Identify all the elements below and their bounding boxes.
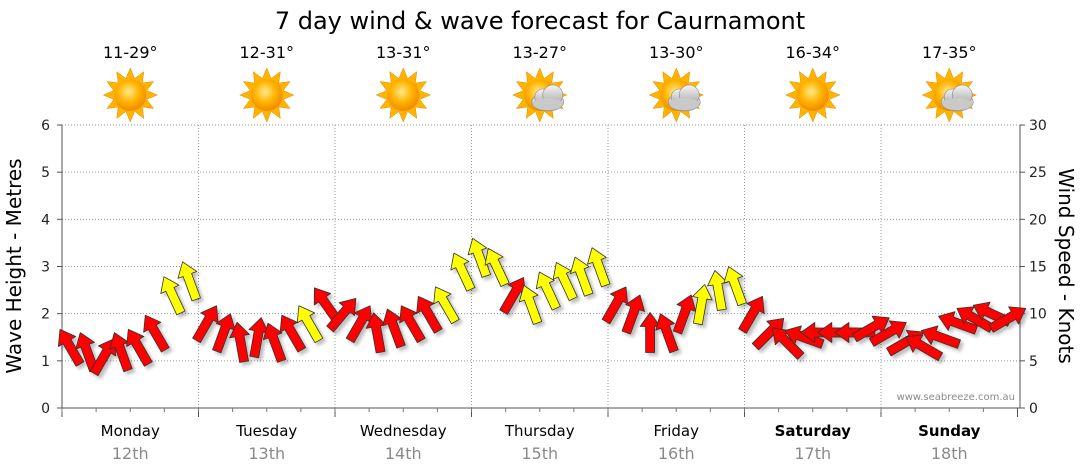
left-tick-label: 3 — [41, 260, 50, 276]
day-name: Wednesday — [360, 422, 447, 440]
day-temperature: 11-29° — [103, 43, 158, 62]
wind-arrow — [365, 312, 387, 354]
right-tick-label: 0 — [1029, 401, 1038, 417]
partly-cloudy-icon — [648, 67, 704, 123]
wind-arrow — [869, 320, 907, 347]
left-tick-label: 1 — [41, 354, 50, 370]
sunny-icon — [785, 67, 841, 123]
wind-arrow — [143, 314, 170, 353]
wind-arrow — [639, 312, 661, 353]
day-temperature: 13-27° — [513, 43, 568, 62]
wind-arrow — [229, 321, 250, 363]
partly-cloudy-icon — [921, 67, 977, 123]
watermark: www.seabreeze.com.au — [897, 392, 1015, 403]
axes: 0 1 2 3 4 5 6 0 5 10 15 20 25 30 — [41, 118, 1047, 417]
wind-arrow — [956, 306, 995, 333]
wind-arrow — [450, 252, 476, 292]
right-tick-label: 15 — [1029, 260, 1047, 276]
wind-arrow — [723, 266, 747, 307]
wind-arrow — [279, 314, 307, 353]
wind-arrow — [296, 305, 324, 344]
right-tick-label: 10 — [1029, 307, 1047, 323]
wind-arrow — [518, 285, 543, 325]
day-labels: Monday 12th Tuesday 13th Wednesday 14th Thursd… — [101, 422, 981, 463]
grid-lines — [62, 124, 1020, 408]
day-date: 13th — [248, 444, 285, 463]
wind-arrow — [126, 328, 153, 367]
wind-arrow — [587, 247, 611, 288]
chart-title: 7 day wind & wave forecast for Caurnamon… — [275, 7, 805, 35]
day-temperature: 12-31° — [240, 43, 295, 62]
right-tick-label: 30 — [1029, 118, 1047, 134]
wind-arrow — [905, 334, 944, 361]
left-tick-label: 4 — [41, 212, 50, 228]
wind-arrow — [160, 276, 186, 316]
wind-arrow — [707, 270, 728, 311]
day-name: Saturday — [775, 422, 852, 440]
wind-arrow — [177, 261, 201, 302]
wind-arrow — [601, 286, 629, 325]
wind-arrow — [552, 262, 578, 302]
right-tick-label: 5 — [1029, 354, 1038, 370]
wind-arrow — [621, 294, 645, 335]
day-name: Tuesday — [235, 422, 297, 440]
wind-arrow — [535, 271, 561, 311]
left-tick-label: 6 — [41, 118, 50, 134]
wind-arrow — [784, 325, 825, 349]
day-name: Sunday — [918, 422, 981, 440]
day-temperature: 13-30° — [649, 43, 704, 62]
plot-area — [62, 125, 1020, 408]
day-date: 18th — [931, 444, 968, 463]
wind-arrow — [938, 311, 979, 335]
wind-arrow — [192, 305, 219, 344]
day-date: 16th — [658, 444, 695, 463]
wind-arrow — [248, 317, 269, 359]
wind-arrow — [399, 305, 426, 344]
sunny-icon — [102, 67, 158, 123]
wind-arrow — [345, 305, 373, 344]
weather-forecast-row: 11-29° 12-31° 13-31° 13-27° 13-30° 16-34° 17-3… — [102, 43, 977, 123]
day-name: Monday — [101, 422, 160, 440]
wind-arrow — [851, 315, 890, 343]
wind-arrow — [921, 325, 961, 349]
day-date: 12th — [112, 444, 149, 463]
wind-arrow — [738, 295, 765, 334]
day-name: Friday — [654, 422, 700, 440]
right-tick-label: 25 — [1029, 165, 1047, 181]
wind-arrow — [751, 317, 785, 351]
wind-arrows — [57, 237, 1027, 377]
wind-arrow — [416, 295, 443, 334]
wind-arrow — [988, 306, 1027, 333]
left-axis-label: Wave Height - Metres — [2, 158, 26, 373]
left-tick-label: 2 — [41, 307, 50, 323]
wind-arrow — [262, 322, 287, 363]
left-tick-label: 0 — [41, 401, 50, 417]
sunny-icon — [375, 67, 431, 123]
day-temperature: 17-35° — [922, 43, 977, 62]
wind-arrow — [672, 294, 697, 335]
wind-arrow — [212, 313, 236, 354]
day-temperature: 16-34° — [786, 43, 841, 62]
day-date: 15th — [521, 444, 558, 463]
wind-arrow — [692, 284, 713, 326]
wind-arrow — [467, 237, 491, 278]
wind-arrow — [433, 286, 460, 325]
wind-arrow — [570, 256, 594, 297]
wind-arrow — [484, 247, 510, 287]
wind-arrow — [655, 313, 679, 354]
day-temperature: 13-31° — [376, 43, 431, 62]
wind-arrow — [57, 328, 85, 367]
right-axis-label: Wind Speed - Knots — [1054, 168, 1078, 364]
partly-cloudy-icon — [512, 67, 568, 123]
left-tick-label: 5 — [41, 165, 50, 181]
wind-arrow — [326, 297, 357, 333]
wind-arrow — [772, 327, 805, 360]
sunny-icon — [239, 67, 295, 123]
day-name: Thursday — [504, 422, 575, 440]
day-date: 17th — [794, 444, 831, 463]
right-tick-label: 20 — [1029, 212, 1047, 228]
day-date: 14th — [385, 444, 422, 463]
